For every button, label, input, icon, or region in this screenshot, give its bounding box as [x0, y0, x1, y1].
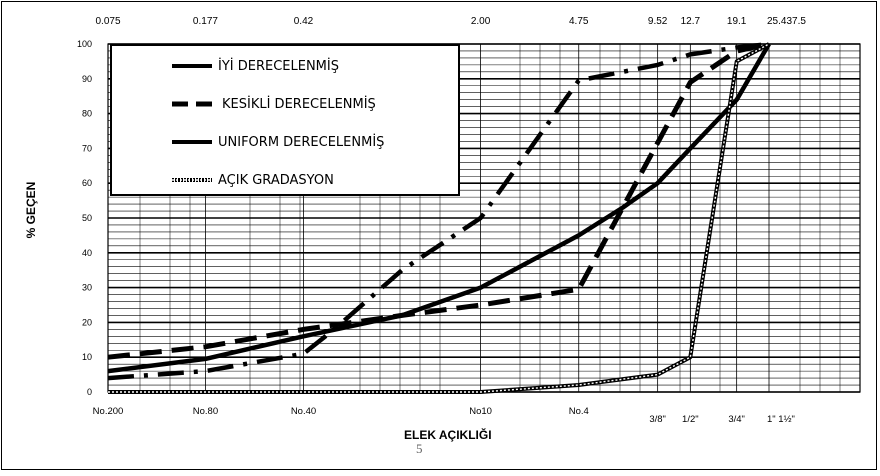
y-tick-label: 50: [82, 213, 92, 223]
bottom-tick-label: No.4: [569, 406, 589, 417]
top-tick-label: 2.00: [471, 16, 491, 27]
legend-swatch-dashed: [172, 101, 212, 107]
y-axis-label: % GEÇEN: [24, 181, 38, 239]
y-tick-label: 40: [82, 248, 92, 258]
y-tick-label: 20: [82, 317, 92, 327]
top-tick-label: 0.075: [95, 16, 120, 27]
legend-item-4: AÇIK GRADASYON: [172, 170, 334, 190]
top-tick-label: 25.437.5: [767, 16, 806, 27]
legend-item-1: İYİ DERECELENMİŞ: [172, 56, 339, 76]
legend-swatch-dotted: [172, 178, 212, 182]
legend-label-3: UNIFORM DERECELENMİŞ: [218, 134, 385, 150]
top-tick-label: 9.52: [648, 16, 668, 27]
page-number: 5: [416, 441, 423, 456]
legend-label-2: KESİKLİ DERECELENMİŞ: [222, 96, 376, 112]
bottom-tick-label: 3/8": [649, 414, 666, 425]
legend-swatch-dashdot: [172, 140, 212, 144]
legend-label-4: AÇIK GRADASYON: [218, 172, 334, 188]
series-line-1: [107, 42, 771, 374]
legend-item-3: UNIFORM DERECELENMİŞ: [172, 132, 384, 152]
top-tick-label: 0.42: [294, 16, 314, 27]
y-tick-label: 90: [82, 74, 92, 84]
y-tick-label: 100: [77, 39, 92, 49]
legend-label-1: İYİ DERECELENMİŞ: [218, 58, 339, 74]
top-tick-label: 0.177: [193, 16, 218, 27]
series-line-3: [107, 41, 770, 381]
x-axis-label: ELEK AÇIKLIĞI: [404, 428, 492, 442]
top-tick-label: 19.1: [727, 16, 747, 27]
bottom-tick-label: No.200: [93, 406, 124, 417]
bottom-tick-label: 1/2": [682, 414, 699, 425]
y-tick-label: 70: [82, 143, 92, 153]
y-tick-label: 30: [82, 283, 92, 293]
legend-swatch-solid: [172, 64, 212, 68]
y-tick-label: 80: [82, 109, 92, 119]
bottom-tick-label: No.80: [193, 406, 218, 417]
legend-item-2: KESİKLİ DERECELENMİŞ: [172, 94, 376, 114]
top-tick-label: 4.75: [569, 16, 589, 27]
y-tick-label: 60: [82, 178, 92, 188]
y-tick-label: 10: [82, 352, 92, 362]
legend: İYİ DERECELENMİŞ KESİKLİ DERECELENMİŞ UN…: [110, 44, 460, 196]
bottom-tick-label: 3/4": [728, 414, 745, 425]
series-line-2: [107, 41, 770, 360]
bottom-tick-label: No.40: [291, 406, 316, 417]
bottom-tick-label: 1" 1½": [767, 414, 795, 425]
y-tick-label: 0: [87, 387, 92, 397]
bottom-tick-label: No10: [469, 406, 492, 417]
top-tick-label: 12.7: [681, 16, 701, 27]
series-line-4-pattern: [108, 43, 770, 393]
